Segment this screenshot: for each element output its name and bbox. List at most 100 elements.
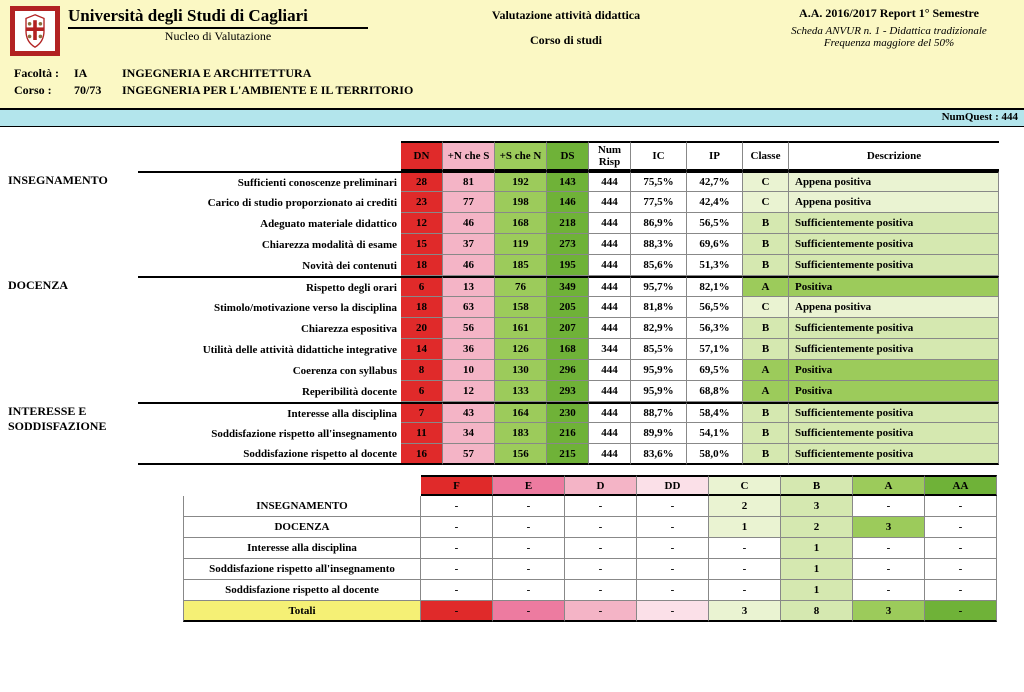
cell-dn: 14 [401, 339, 443, 360]
row-label: Coerenza con syllabus [138, 360, 401, 381]
cell: - [853, 538, 925, 559]
cell: - [421, 559, 493, 580]
numquest: NumQuest : 444 [942, 111, 1018, 123]
col-header: A [853, 475, 925, 496]
row-label: INSEGNAMENTO [183, 496, 421, 517]
cell-schen: 133 [495, 381, 547, 402]
cell-ic: 88,3% [631, 234, 687, 255]
cell-ip: 54,1% [687, 423, 743, 444]
cell: 2 [781, 517, 853, 538]
cell-desc: Sufficientemente positiva [789, 255, 999, 276]
cell-ip: 56,3% [687, 318, 743, 339]
cell: - [637, 538, 709, 559]
cell-dn: 7 [401, 402, 443, 423]
header-band: Università degli Studi di Cagliari Nucle… [0, 0, 1024, 109]
cell-dn: 23 [401, 192, 443, 213]
cell-dn: 11 [401, 423, 443, 444]
corso-label: Corso : [14, 83, 74, 98]
cell-schen: 198 [495, 192, 547, 213]
summary-table: FEDDDCBAAAINSEGNAMENTO----23--DOCENZA---… [183, 475, 1003, 622]
cell-risp: 444 [589, 276, 631, 297]
col-header: AA [925, 475, 997, 496]
cell-ic: 83,6% [631, 444, 687, 465]
row-label: Soddisfazione rispetto all'insegnamento [138, 423, 401, 444]
cell-dn: 12 [401, 213, 443, 234]
cell-ip: 69,6% [687, 234, 743, 255]
cell-ds: 168 [547, 339, 589, 360]
totals-cell: - [493, 601, 565, 622]
cell-class: B [743, 318, 789, 339]
row-label: Soddisfazione rispetto al docente [183, 580, 421, 601]
cell: 1 [781, 559, 853, 580]
cell: - [421, 517, 493, 538]
cell-nches: 57 [443, 444, 495, 465]
row-label: Rispetto degli orari [138, 276, 401, 297]
cell-desc: Appena positiva [789, 171, 999, 192]
cell: - [637, 559, 709, 580]
totals-cell: - [925, 601, 997, 622]
cell-desc: Sufficientemente positiva [789, 213, 999, 234]
header-right-1: A.A. 2016/2017 Report 1° Semestre [764, 6, 1014, 21]
cell: - [493, 517, 565, 538]
university-subtitle: Nucleo di Valutazione [68, 29, 368, 44]
cell-risp: 444 [589, 360, 631, 381]
cell: - [565, 580, 637, 601]
col-header: D [565, 475, 637, 496]
col-header: DS [547, 141, 589, 171]
cell-risp: 444 [589, 318, 631, 339]
header-right: A.A. 2016/2017 Report 1° Semestre Scheda… [764, 6, 1014, 49]
cell-ds: 216 [547, 423, 589, 444]
col-header: IP [687, 141, 743, 171]
cell: - [637, 517, 709, 538]
university-crest-icon [10, 6, 60, 56]
cell-class: B [743, 423, 789, 444]
cyan-band: NumQuest : 444 [0, 109, 1024, 127]
row-label: Chiarezza modalità di esame [138, 234, 401, 255]
cell-desc: Appena positiva [789, 297, 999, 318]
cell-ds: 296 [547, 360, 589, 381]
cell-class: C [743, 192, 789, 213]
totals-cell: - [421, 601, 493, 622]
cell-dn: 18 [401, 297, 443, 318]
cell-nches: 77 [443, 192, 495, 213]
cell-ds: 293 [547, 381, 589, 402]
cell-class: B [743, 444, 789, 465]
cell-ds: 215 [547, 444, 589, 465]
university-col: Università degli Studi di Cagliari Nucle… [68, 6, 368, 44]
totals-cell: 8 [781, 601, 853, 622]
cell-ic: 82,9% [631, 318, 687, 339]
cell-ic: 85,5% [631, 339, 687, 360]
header-mid-1: Valutazione attività didattica [368, 8, 764, 23]
cell-class: C [743, 171, 789, 192]
cell-nches: 34 [443, 423, 495, 444]
cell: - [565, 496, 637, 517]
cell: - [925, 496, 997, 517]
cell-schen: 76 [495, 276, 547, 297]
col-header: B [781, 475, 853, 496]
cell-nches: 56 [443, 318, 495, 339]
cell: - [709, 580, 781, 601]
cell: - [421, 496, 493, 517]
col-header: E [493, 475, 565, 496]
cell-ip: 51,3% [687, 255, 743, 276]
row-label: DOCENZA [183, 517, 421, 538]
main: DN+N che S+S che NDSNum RispICIPClasseDe… [0, 127, 1024, 626]
cell-ic: 89,9% [631, 423, 687, 444]
cell: - [565, 517, 637, 538]
cell-desc: Sufficientemente positiva [789, 444, 999, 465]
col-header: C [709, 475, 781, 496]
cell-class: A [743, 276, 789, 297]
cell-class: A [743, 360, 789, 381]
cell-nches: 46 [443, 213, 495, 234]
cell: - [853, 580, 925, 601]
category: INSEGNAMENTO [8, 171, 138, 276]
cell-risp: 444 [589, 192, 631, 213]
cell: - [493, 559, 565, 580]
cell-ip: 58,0% [687, 444, 743, 465]
cell: - [421, 580, 493, 601]
col-header: Classe [743, 141, 789, 171]
row-label: Adeguato materiale didattico [138, 213, 401, 234]
cell-class: B [743, 255, 789, 276]
col-header: DD [637, 475, 709, 496]
cell-class: B [743, 234, 789, 255]
